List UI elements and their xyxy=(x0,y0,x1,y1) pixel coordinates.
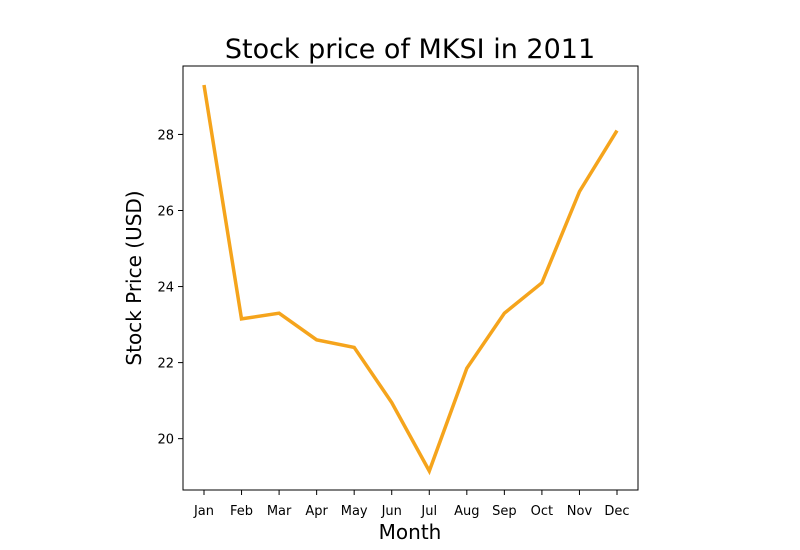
x-tick-label-may: May xyxy=(341,504,368,519)
y-tick-label-22: 22 xyxy=(157,357,174,372)
x-tick-label-feb: Feb xyxy=(230,504,253,519)
y-axis: 20 22 24 26 28 xyxy=(157,128,183,448)
x-tick-label-nov: Nov xyxy=(567,504,593,519)
y-tick-label-26: 26 xyxy=(157,205,174,220)
x-tick-label-dec: Dec xyxy=(604,504,629,519)
x-axis: Jan Feb Mar Apr May Jun Jul Aug Sep Oct Nov Dec xyxy=(193,490,630,519)
x-tick-label-oct: Oct xyxy=(531,504,553,519)
x-tick-label-jun: Jun xyxy=(381,504,402,519)
x-axis-label: Month xyxy=(379,520,442,544)
plot-area xyxy=(182,65,639,491)
x-tick-label-aug: Aug xyxy=(454,504,479,519)
series-layer xyxy=(202,84,619,476)
x-tick-label-apr: Apr xyxy=(305,504,328,519)
y-tick-label-28: 28 xyxy=(157,128,174,143)
y-axis-label: Stock Price (USD) xyxy=(122,190,146,365)
x-tick-label-jul: Jul xyxy=(420,504,437,519)
x-tick-label-jan: Jan xyxy=(193,504,214,519)
chart-title: Stock price of MKSI in 2011 xyxy=(225,34,595,65)
y-tick-label-24: 24 xyxy=(157,281,174,296)
y-tick-label-20: 20 xyxy=(157,433,174,448)
series-line-0 xyxy=(202,84,619,476)
x-tick-label-mar: Mar xyxy=(267,504,292,519)
x-tick-label-sep: Sep xyxy=(492,504,517,519)
